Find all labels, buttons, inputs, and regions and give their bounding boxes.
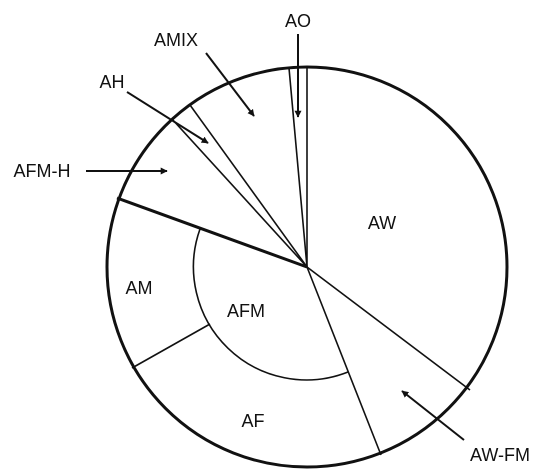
label-amix: AMIX (154, 30, 198, 50)
arrow-ah (126, 91, 209, 144)
label-afm: AFM (227, 301, 265, 321)
divider-ao-left (288, 67, 308, 268)
divider-awfm-af (306, 266, 382, 456)
label-ah: AH (99, 72, 124, 92)
arrow-amix (205, 52, 255, 117)
arrow-aw-fm (401, 390, 465, 441)
label-aw-fm: AW-FM (470, 445, 530, 465)
label-am: AM (126, 278, 153, 298)
label-aw: AW (368, 213, 396, 233)
divider-afmh-am (116, 196, 308, 269)
divider-am-af (131, 323, 211, 369)
divider-ah-afmh (171, 118, 308, 268)
divider-amix-ah (189, 104, 308, 268)
label-ao: AO (285, 11, 311, 31)
label-afm-h: AFM-H (14, 161, 71, 181)
divider-aw-awfm (306, 266, 471, 391)
label-af: AF (241, 411, 264, 431)
inner-arc (192, 228, 349, 381)
